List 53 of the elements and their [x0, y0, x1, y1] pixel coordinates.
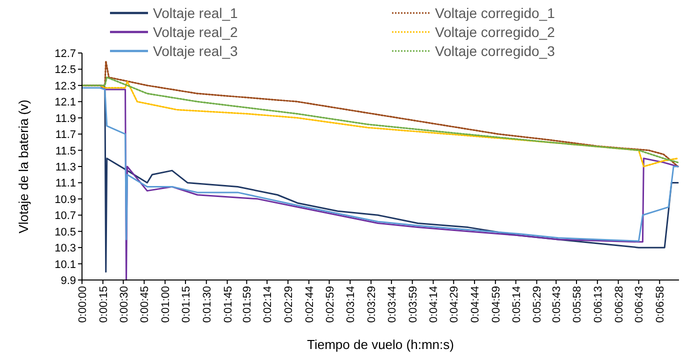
- legend-label: Voltaje real_2: [153, 24, 238, 40]
- y-tick-label: 10.9: [54, 194, 76, 206]
- y-tick-label: 12.5: [54, 64, 76, 76]
- y-tick-label: 12.7: [54, 48, 76, 60]
- x-tick-label: 0:01:45: [222, 286, 234, 323]
- x-tick-label: 0:04:59: [490, 286, 502, 323]
- x-tick-label: 0:03:44: [386, 286, 398, 323]
- y-tick-label: 10.3: [54, 242, 76, 255]
- y-tick-label: 9.9: [60, 275, 76, 287]
- x-tick-label: 0:03:14: [345, 286, 358, 323]
- x-tick-label: 0:01:59: [242, 286, 254, 323]
- x-tick-label: 0:03:29: [366, 286, 378, 323]
- y-tick-label: 12.3: [54, 80, 76, 92]
- legend-label: Voltaje corregido_3: [435, 43, 556, 59]
- x-tick-label: 0:00:30: [118, 286, 130, 323]
- x-tick-label: 0:05:29: [532, 286, 544, 323]
- y-tick-label: 11.3: [55, 162, 76, 174]
- x-tick-label: 0:05:14: [510, 286, 523, 323]
- legend-label: Voltaje corregido_2: [435, 24, 556, 40]
- y-tick-label: 11.5: [55, 145, 76, 158]
- x-tick-label: 0:06:43: [634, 286, 646, 323]
- legend-label: Voltaje corregido_1: [435, 5, 556, 21]
- legend-label: Voltaje real_1: [153, 5, 238, 21]
- x-tick-label: 0:02:29: [282, 286, 295, 323]
- line-series: [81, 87, 679, 242]
- x-tick-label: 0:01:15: [180, 286, 192, 323]
- x-tick-label: 0:01:30: [201, 286, 214, 323]
- y-axis-title: Vlotaje de la bateria (v): [16, 100, 31, 234]
- x-tick-label: 0:00:45: [139, 286, 152, 323]
- y-tick-label: 11.9: [55, 112, 76, 125]
- y-tick-label: 10.1: [54, 258, 76, 271]
- x-tick-label: 0:05:43: [551, 286, 564, 323]
- x-tick-label: 0:02:14: [262, 286, 274, 323]
- x-axis-title: Tiempo de vuelo (h:mn:s): [307, 337, 454, 352]
- y-tick-label: 11.1: [55, 178, 76, 190]
- x-tick-label: 0:06:28: [613, 286, 626, 323]
- x-tick-label: 0:02:44: [304, 286, 316, 323]
- y-tick-label: 12.1: [54, 96, 76, 109]
- x-tick-label: 0:05:58: [572, 286, 584, 323]
- x-tick-label: 0:06:58: [654, 286, 667, 323]
- y-tick-label: 10.7: [54, 210, 76, 222]
- x-tick-label: 0:00:15: [98, 286, 110, 323]
- x-tick-label: 0:03:59: [407, 286, 420, 323]
- x-tick-label: 0:02:59: [324, 286, 336, 323]
- legend-label: Voltaje real_3: [153, 43, 238, 59]
- x-tick-label: 0:06:13: [592, 286, 604, 323]
- x-tick-label: 0:04:29: [448, 286, 461, 323]
- x-tick-label: 0:01:00: [160, 286, 172, 323]
- y-tick-label: 10.5: [54, 226, 76, 238]
- x-tick-label: 0:04:44: [470, 286, 482, 323]
- x-tick-label: 0:00:00: [77, 286, 89, 323]
- y-tick-label: 11.7: [55, 129, 76, 142]
- x-tick-label: 0:04:14: [428, 286, 440, 323]
